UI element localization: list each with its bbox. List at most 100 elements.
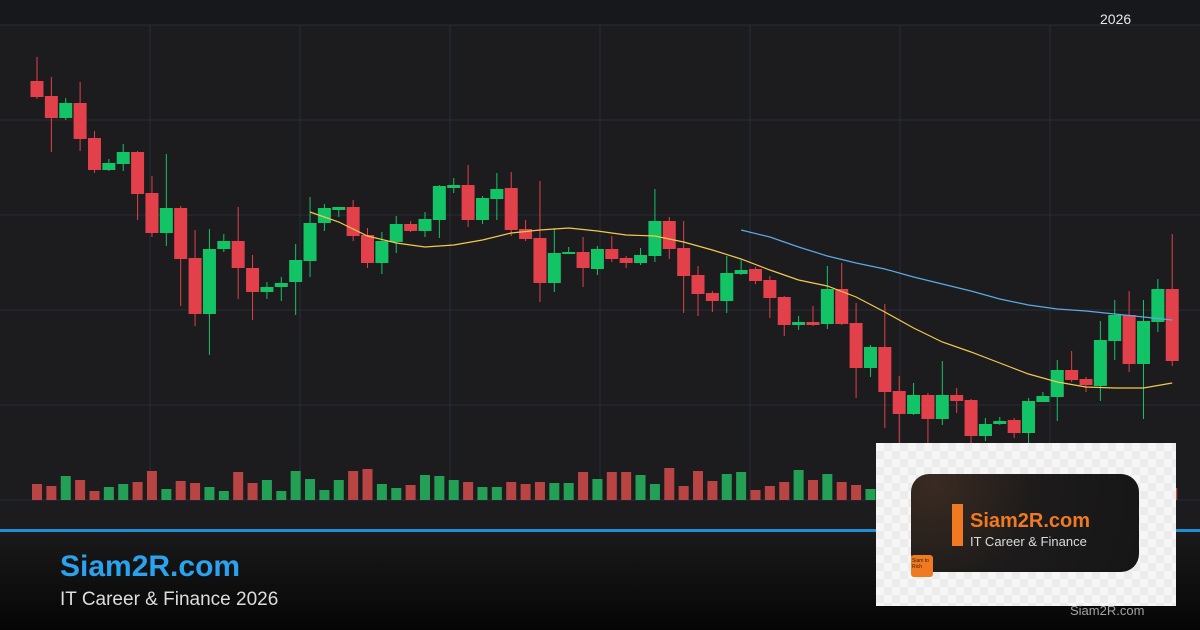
candlestick-chart xyxy=(0,24,1200,501)
candle xyxy=(1165,234,1179,366)
candle-body xyxy=(159,208,173,233)
candle-body xyxy=(634,255,648,263)
brand-title: Siam2R.com xyxy=(60,550,241,583)
volume-bar xyxy=(146,471,157,500)
candle xyxy=(1036,392,1050,402)
candles xyxy=(30,57,1179,445)
candle xyxy=(1079,377,1093,392)
candle xyxy=(202,229,216,355)
volume-bar xyxy=(822,474,833,500)
candle xyxy=(820,266,834,329)
candle xyxy=(1151,279,1165,332)
volume-bar xyxy=(233,472,244,500)
candle xyxy=(648,189,662,262)
volume-bar xyxy=(103,487,114,500)
candle-body xyxy=(878,347,892,392)
candle-body xyxy=(792,322,806,325)
candle xyxy=(950,388,964,413)
volume-bar xyxy=(405,485,416,500)
logo-badge: Siam to Rich xyxy=(911,555,933,577)
volume-bar xyxy=(865,489,876,500)
year-label: 2026 xyxy=(1100,11,1132,27)
candle-body xyxy=(30,81,44,97)
logo-card: Siam2R.com IT Career & Finance xyxy=(911,474,1139,572)
candle-body xyxy=(1065,370,1079,380)
candle xyxy=(863,345,877,377)
candle xyxy=(605,236,619,262)
volume-bar xyxy=(290,471,301,500)
candle-body xyxy=(892,391,906,414)
candle xyxy=(231,207,245,299)
volume-bar xyxy=(190,483,201,500)
ma-short-line xyxy=(309,211,1173,389)
candle xyxy=(159,154,173,246)
candle xyxy=(346,200,360,241)
volume-bar xyxy=(362,469,373,500)
candle-body xyxy=(648,221,662,256)
candle-body xyxy=(547,253,561,283)
candle xyxy=(432,185,446,238)
volume-bar xyxy=(693,471,704,500)
candle xyxy=(519,220,533,241)
volume-bar xyxy=(161,489,172,500)
candle-body xyxy=(361,235,375,263)
volume-bar xyxy=(175,481,186,500)
candle-body xyxy=(907,395,921,414)
candle xyxy=(303,197,317,277)
candle-body xyxy=(964,400,978,436)
logo-name: Siam2R.com xyxy=(970,510,1091,532)
candle xyxy=(734,260,748,275)
candle xyxy=(404,221,418,232)
candle-body xyxy=(677,248,691,276)
candle xyxy=(490,173,504,220)
candle-body xyxy=(289,260,303,282)
volume-bar xyxy=(592,479,603,500)
candle-body xyxy=(404,224,418,231)
candle-body xyxy=(317,208,331,223)
volume-bar xyxy=(664,468,675,500)
volume-bar xyxy=(678,486,689,500)
candle xyxy=(547,228,561,292)
candle-body xyxy=(1022,401,1036,433)
candle xyxy=(30,57,44,99)
candle xyxy=(835,263,849,325)
volume-bar xyxy=(204,487,215,500)
candle xyxy=(174,206,188,306)
candle-body xyxy=(734,270,748,274)
volume-bar xyxy=(376,484,387,500)
volume-bar xyxy=(707,481,718,500)
candle xyxy=(1065,351,1079,382)
candle xyxy=(763,276,777,318)
candle xyxy=(590,246,604,275)
candle-body xyxy=(73,103,87,139)
ma-long-line xyxy=(740,229,1173,321)
volume-bar xyxy=(247,483,258,500)
candle-body xyxy=(145,193,159,233)
candle-body xyxy=(332,207,346,210)
volume-bar xyxy=(534,482,545,500)
candle xyxy=(576,237,590,287)
candle xyxy=(935,361,949,425)
candle-body xyxy=(921,395,935,419)
candle xyxy=(44,77,58,152)
candle-body xyxy=(59,103,73,118)
volume-bar xyxy=(506,482,517,500)
candle xyxy=(777,296,791,336)
candle xyxy=(806,306,820,326)
candle xyxy=(289,244,303,315)
candle xyxy=(461,165,475,227)
volume-bar xyxy=(721,474,732,500)
candle xyxy=(217,234,231,252)
candle-body xyxy=(174,208,188,259)
volume-bar xyxy=(578,472,589,500)
candle-body xyxy=(935,395,949,419)
candle-body xyxy=(1079,379,1093,385)
logo-subtitle: IT Career & Finance xyxy=(970,534,1087,549)
candle xyxy=(634,248,648,265)
volume-bar xyxy=(520,484,531,500)
candle-body xyxy=(44,96,58,118)
candle-body xyxy=(978,424,992,436)
candle-body xyxy=(533,238,547,283)
candle xyxy=(691,266,705,316)
candle-body xyxy=(576,252,590,268)
